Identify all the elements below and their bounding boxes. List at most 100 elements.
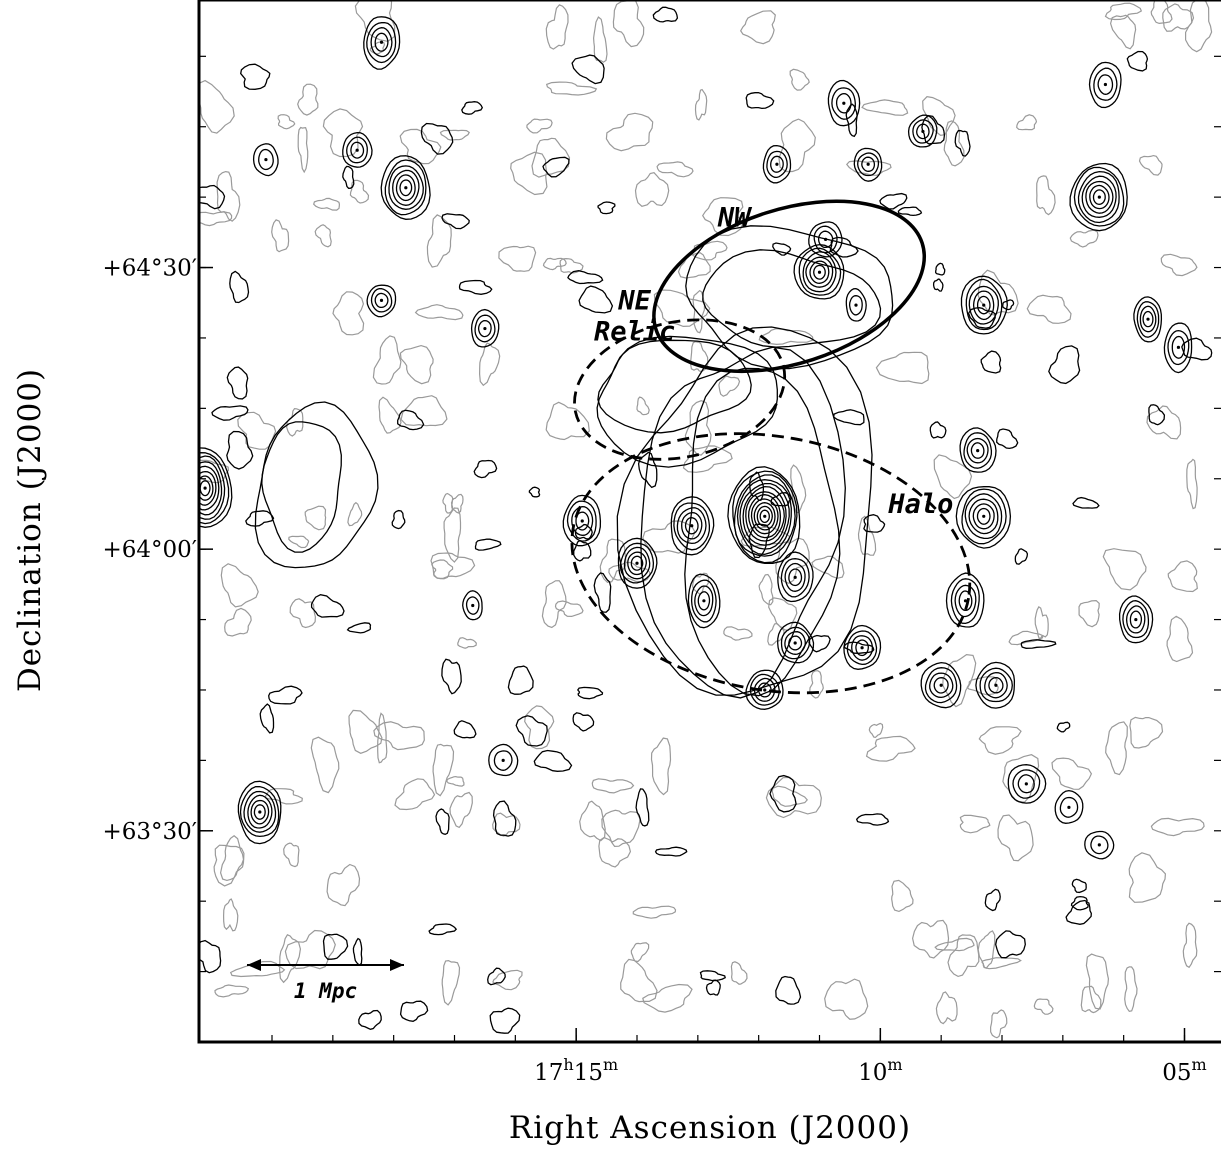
weak-source-contour (199, 184, 226, 210)
source-contour (1007, 764, 1047, 804)
source-contour (697, 591, 711, 611)
noise-contour (545, 401, 590, 441)
source-contour (370, 27, 393, 58)
noise-contour (1150, 817, 1205, 837)
x-tick-label: 05m (1162, 1055, 1206, 1086)
source-contour (805, 256, 834, 288)
radio-source (470, 308, 500, 348)
source-contour (979, 667, 1013, 703)
radio-source (793, 243, 845, 300)
noise-contour (541, 580, 567, 629)
weak-source-contour (1020, 639, 1057, 649)
source-contour (395, 174, 416, 202)
noise-contour (1167, 560, 1198, 593)
weak-source-contour (399, 1000, 429, 1022)
source-contour (742, 485, 787, 546)
weak-source-contour (996, 428, 1019, 450)
source-contour (199, 461, 223, 516)
noise-contour (445, 775, 465, 787)
diffuse-emission-contour (596, 335, 778, 468)
source-contour (766, 150, 788, 179)
noise-contour (935, 991, 958, 1025)
source-contour (1012, 769, 1041, 799)
noise-contour (1162, 3, 1195, 32)
weak-source-contour (322, 933, 349, 960)
weak-source-contour (829, 236, 859, 258)
radio-source (762, 144, 792, 184)
weak-source-contour (932, 278, 944, 292)
source-peak (860, 646, 864, 650)
weak-source-contour (428, 923, 458, 936)
radio-source (1118, 595, 1154, 644)
noise-contour (620, 958, 658, 1003)
noise-contour (1078, 599, 1100, 628)
radio-source (1163, 322, 1193, 374)
noise-contour (692, 289, 706, 334)
source-contour (857, 152, 880, 177)
source-contour (965, 278, 1003, 331)
noise-contour (765, 776, 822, 819)
noise-contour (349, 179, 370, 204)
source-contour (963, 432, 993, 469)
source-contour (784, 631, 806, 655)
source-peak (635, 561, 639, 565)
weak-source-contour (571, 54, 605, 85)
radio-source (853, 147, 883, 182)
noise-contour (289, 598, 317, 629)
source-peak (379, 298, 384, 302)
source-peak (763, 688, 767, 692)
weak-source-contour (833, 409, 865, 426)
weak-source-contour (635, 788, 650, 827)
source-contour (802, 251, 837, 293)
source-contour (750, 498, 779, 535)
weak-source-contour (245, 510, 275, 527)
source-contour (855, 639, 869, 657)
noise-contour (439, 129, 470, 141)
source-contour (630, 555, 644, 571)
source-peak (203, 486, 207, 490)
weak-source-contour (352, 937, 363, 966)
weak-source-contour (775, 975, 802, 1005)
source-contour (1085, 180, 1114, 214)
noise-contour (723, 626, 753, 641)
noise-contour (1080, 985, 1102, 1014)
source-contour (681, 511, 703, 540)
weak-source-contour (226, 430, 254, 470)
noise-contour (997, 814, 1034, 862)
source-contour (1097, 74, 1114, 95)
source-contour (798, 247, 842, 296)
source-contour (258, 148, 274, 171)
noise-contour (811, 555, 845, 579)
noise-contour (978, 726, 1022, 755)
noise-contour (297, 83, 319, 116)
weak-source-contour (1048, 345, 1081, 385)
source-contour (346, 136, 368, 164)
weak-source-contour (507, 665, 534, 695)
source-contour (753, 502, 776, 531)
source-contour (1088, 61, 1122, 109)
region-ellipse-halo (570, 432, 972, 695)
weak-source-contour (342, 165, 355, 189)
radio-source (342, 131, 373, 168)
weak-source-contour (1126, 50, 1149, 72)
noise-contour (213, 844, 245, 887)
source-contour (239, 785, 280, 838)
noise-contour (348, 709, 383, 754)
weak-source-contour (441, 213, 470, 230)
source-contour (968, 285, 999, 325)
noise-contour (789, 68, 810, 91)
source-contour (813, 225, 838, 254)
noise-contour (457, 637, 477, 649)
source-contour (673, 502, 711, 551)
noise-contour (1186, 458, 1198, 510)
source-contour (745, 669, 784, 710)
noise-contour (277, 114, 296, 130)
source-contour (1129, 610, 1143, 629)
noise-contour (1166, 615, 1194, 663)
source-peak (1067, 805, 1071, 809)
source-contour (470, 308, 500, 348)
weak-source-contour (533, 749, 573, 772)
noise-contour (682, 445, 733, 473)
radio-source (1084, 830, 1115, 860)
noise-contour (599, 538, 627, 584)
